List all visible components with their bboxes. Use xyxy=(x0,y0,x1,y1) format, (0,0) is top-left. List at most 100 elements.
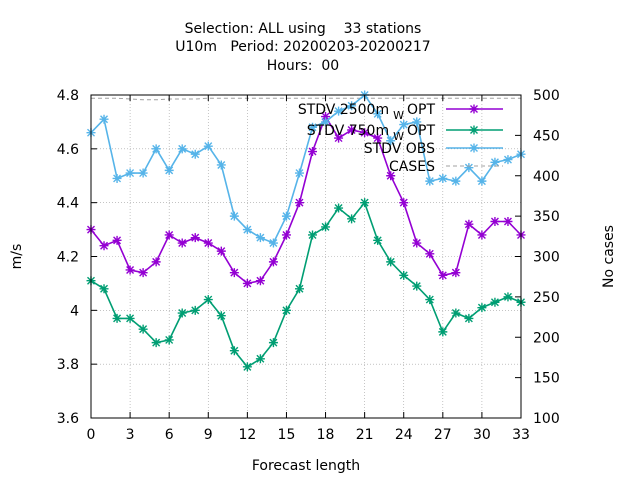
data-point-series-1 xyxy=(469,125,479,135)
data-point-series-0 xyxy=(138,268,148,278)
data-point-series-2 xyxy=(164,165,174,175)
legend-name-2: STDV OBS xyxy=(364,141,435,157)
data-point-series-1 xyxy=(360,198,370,208)
x-tick-label: 12 xyxy=(238,427,256,443)
legend-subscript-1: W xyxy=(393,130,404,143)
data-point-series-1 xyxy=(386,257,396,267)
data-point-series-0 xyxy=(268,257,278,267)
data-point-series-0 xyxy=(216,246,226,256)
data-point-series-1 xyxy=(203,295,213,305)
data-point-series-1 xyxy=(373,235,383,245)
axis-ticks: 0 3 6 9 12 15 18 21 24 27 30 33 3.6 3.8 4 4.2 4.4 4.6 4.8 1… xyxy=(57,88,560,443)
data-point-series-0 xyxy=(477,230,487,240)
y2-tick-label: 500 xyxy=(533,88,560,104)
y2-tick-label: 250 xyxy=(533,290,560,306)
data-point-series-0 xyxy=(294,198,304,208)
data-point-series-2 xyxy=(112,173,122,183)
data-point-series-1 xyxy=(464,313,474,323)
data-point-series-0 xyxy=(203,238,213,248)
legend-name-3: CASES xyxy=(389,159,435,175)
data-point-series-2 xyxy=(399,120,409,130)
data-point-series-0 xyxy=(164,230,174,240)
y2-tick-label: 300 xyxy=(533,250,560,266)
series-line-0 xyxy=(90,114,522,285)
title-line-3: Hours: 00 xyxy=(267,58,339,74)
data-point-series-2 xyxy=(469,143,479,153)
data-point-series-0 xyxy=(151,257,161,267)
data-point-series-0 xyxy=(281,230,291,240)
x-tick-label: 27 xyxy=(434,427,452,443)
x-tick-label: 24 xyxy=(395,427,413,443)
data-point-series-2 xyxy=(464,163,474,173)
data-point-series-2 xyxy=(321,117,331,127)
data-point-series-2 xyxy=(255,233,265,243)
legend-name-0: STDV 2500m xyxy=(298,102,389,118)
data-point-series-1 xyxy=(268,338,278,348)
data-point-series-0 xyxy=(469,104,479,114)
y-tick-label: 4 xyxy=(70,303,79,319)
y-tick-label: 4.6 xyxy=(57,142,79,158)
legend-suffix-0: OPT xyxy=(407,102,435,118)
data-point-series-1 xyxy=(308,230,318,240)
data-point-series-1 xyxy=(190,305,200,315)
data-point-series-1 xyxy=(412,281,422,291)
data-point-series-0 xyxy=(99,241,109,251)
x-tick-label: 33 xyxy=(512,427,530,443)
data-point-series-2 xyxy=(412,117,422,127)
y-axis-label: m/s xyxy=(9,244,25,270)
data-point-series-1 xyxy=(242,362,252,372)
data-point-series-0 xyxy=(334,133,344,143)
y-tick-label: 3.6 xyxy=(57,411,79,427)
data-point-series-0 xyxy=(399,198,409,208)
data-point-series-1 xyxy=(438,327,448,337)
x-tick-label: 9 xyxy=(204,427,213,443)
data-point-series-2 xyxy=(451,176,461,186)
data-point-series-0 xyxy=(255,276,265,286)
data-point-series-1 xyxy=(138,324,148,334)
y2-tick-label: 150 xyxy=(533,371,560,387)
y2-tick-label: 100 xyxy=(533,411,560,427)
data-point-series-0 xyxy=(308,147,318,157)
data-point-series-1 xyxy=(99,284,109,294)
data-point-series-0 xyxy=(347,125,357,135)
y2-tick-label: 400 xyxy=(533,169,560,185)
data-point-series-1 xyxy=(177,308,187,318)
x-tick-label: 6 xyxy=(165,427,174,443)
data-point-series-2 xyxy=(125,168,135,178)
data-point-series-2 xyxy=(203,141,213,151)
data-point-series-1 xyxy=(229,346,239,356)
data-point-series-2 xyxy=(216,160,226,170)
x-tick-label: 18 xyxy=(317,427,335,443)
data-point-series-2 xyxy=(477,176,487,186)
y2-tick-label: 350 xyxy=(533,209,560,225)
data-point-series-2 xyxy=(490,157,500,167)
y-tick-label: 4.2 xyxy=(57,250,79,266)
data-point-series-0 xyxy=(425,249,435,259)
data-point-series-0 xyxy=(229,268,239,278)
title-line-2: U10m Period: 20200203-20200217 xyxy=(175,39,430,55)
x-axis-label: Forecast length xyxy=(252,458,360,474)
data-point-series-0 xyxy=(464,219,474,229)
data-point-series-1 xyxy=(112,313,122,323)
data-point-series-1 xyxy=(490,297,500,307)
x-tick-label: 30 xyxy=(473,427,491,443)
data-point-series-2 xyxy=(190,149,200,159)
data-point-series-2 xyxy=(334,106,344,116)
data-point-series-0 xyxy=(451,268,461,278)
data-point-series-2 xyxy=(242,225,252,235)
data-point-series-1 xyxy=(347,214,357,224)
data-point-series-0 xyxy=(190,233,200,243)
x-tick-label: 3 xyxy=(126,427,135,443)
data-point-series-0 xyxy=(386,171,396,181)
data-point-series-0 xyxy=(412,238,422,248)
y-tick-label: 4.8 xyxy=(57,88,79,104)
data-point-series-2 xyxy=(151,144,161,154)
data-point-series-1 xyxy=(477,303,487,313)
data-point-series-0 xyxy=(242,278,252,288)
data-point-series-1 xyxy=(399,270,409,280)
data-point-series-1 xyxy=(281,305,291,315)
data-point-series-2 xyxy=(99,114,109,124)
legend-subscript-0: W xyxy=(393,109,404,122)
series-line-3 xyxy=(91,97,521,101)
